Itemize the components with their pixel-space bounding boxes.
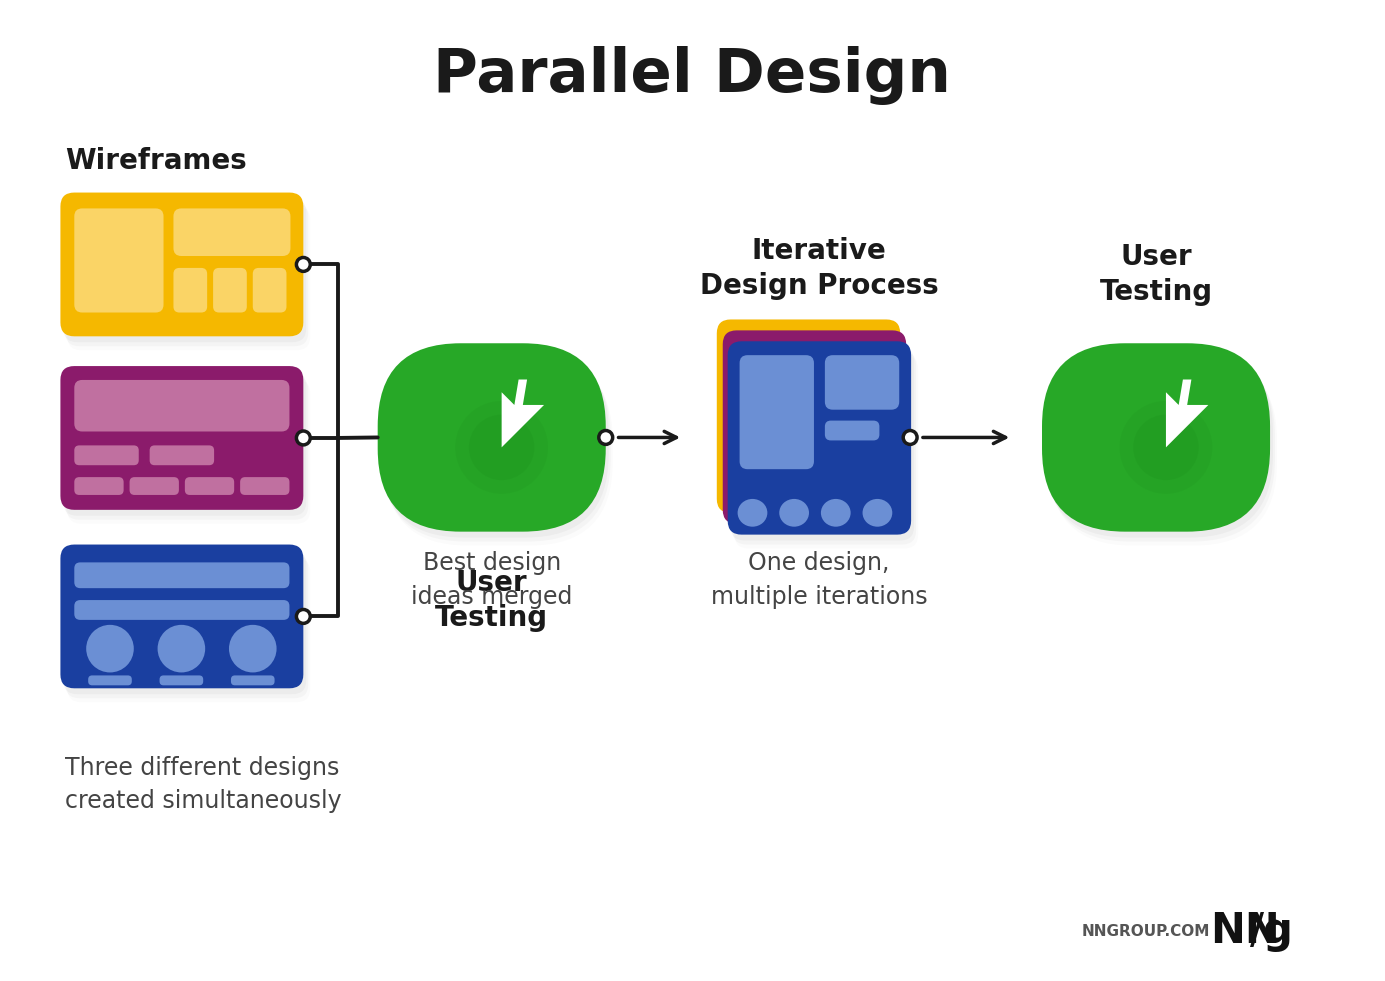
FancyBboxPatch shape — [64, 550, 306, 695]
FancyBboxPatch shape — [727, 341, 911, 535]
Text: NN: NN — [1210, 910, 1280, 953]
FancyBboxPatch shape — [61, 366, 303, 510]
FancyBboxPatch shape — [723, 331, 906, 524]
FancyBboxPatch shape — [825, 421, 879, 440]
FancyBboxPatch shape — [64, 198, 306, 342]
Text: /: / — [1251, 910, 1265, 953]
Text: NNGROUP.COM: NNGROUP.COM — [1082, 924, 1210, 939]
FancyBboxPatch shape — [253, 268, 287, 313]
FancyBboxPatch shape — [89, 675, 132, 686]
Circle shape — [86, 625, 134, 672]
Circle shape — [229, 625, 277, 672]
FancyBboxPatch shape — [61, 544, 303, 689]
Ellipse shape — [863, 499, 892, 527]
FancyBboxPatch shape — [731, 347, 914, 541]
FancyBboxPatch shape — [381, 349, 609, 538]
FancyBboxPatch shape — [1042, 343, 1270, 532]
Polygon shape — [501, 380, 544, 447]
Circle shape — [158, 625, 205, 672]
Circle shape — [456, 401, 548, 493]
FancyBboxPatch shape — [173, 208, 291, 256]
FancyBboxPatch shape — [150, 445, 215, 465]
Text: One design,
multiple iterations: One design, multiple iterations — [711, 551, 927, 609]
Text: Best design
ideas merged: Best design ideas merged — [411, 551, 572, 609]
FancyBboxPatch shape — [75, 600, 289, 620]
FancyBboxPatch shape — [825, 355, 899, 410]
Text: Iterative
Design Process: Iterative Design Process — [699, 237, 938, 299]
FancyBboxPatch shape — [75, 445, 138, 465]
FancyBboxPatch shape — [184, 477, 234, 495]
FancyBboxPatch shape — [1044, 349, 1273, 538]
Circle shape — [296, 257, 310, 272]
FancyBboxPatch shape — [65, 554, 309, 698]
FancyBboxPatch shape — [75, 208, 163, 313]
Text: g: g — [1262, 910, 1292, 953]
Text: User
Testing: User Testing — [435, 569, 548, 632]
Text: Three different designs
created simultaneously: Three different designs created simultan… — [65, 755, 342, 813]
FancyBboxPatch shape — [75, 477, 123, 495]
FancyBboxPatch shape — [740, 355, 814, 469]
FancyBboxPatch shape — [75, 380, 289, 432]
Ellipse shape — [780, 499, 809, 527]
Polygon shape — [1166, 380, 1208, 447]
FancyBboxPatch shape — [717, 320, 900, 513]
FancyBboxPatch shape — [65, 376, 309, 520]
FancyBboxPatch shape — [173, 268, 208, 313]
FancyBboxPatch shape — [213, 268, 247, 313]
Circle shape — [470, 415, 535, 480]
Circle shape — [296, 431, 310, 445]
Circle shape — [598, 431, 612, 444]
Circle shape — [296, 609, 310, 623]
FancyBboxPatch shape — [378, 343, 605, 532]
FancyBboxPatch shape — [75, 562, 289, 589]
FancyBboxPatch shape — [382, 353, 611, 542]
FancyBboxPatch shape — [1047, 353, 1276, 542]
Circle shape — [1119, 401, 1212, 493]
FancyBboxPatch shape — [231, 675, 274, 686]
FancyBboxPatch shape — [130, 477, 179, 495]
FancyBboxPatch shape — [65, 202, 309, 346]
Text: Parallel Design: Parallel Design — [434, 46, 951, 105]
Text: User
Testing: User Testing — [1100, 243, 1213, 306]
FancyBboxPatch shape — [240, 477, 289, 495]
Ellipse shape — [821, 499, 850, 527]
FancyBboxPatch shape — [64, 372, 306, 516]
FancyBboxPatch shape — [159, 675, 204, 686]
Text: Wireframes: Wireframes — [65, 147, 247, 175]
Ellipse shape — [738, 499, 767, 527]
FancyBboxPatch shape — [733, 351, 915, 544]
Circle shape — [1133, 415, 1198, 480]
Circle shape — [903, 431, 917, 444]
FancyBboxPatch shape — [61, 192, 303, 336]
